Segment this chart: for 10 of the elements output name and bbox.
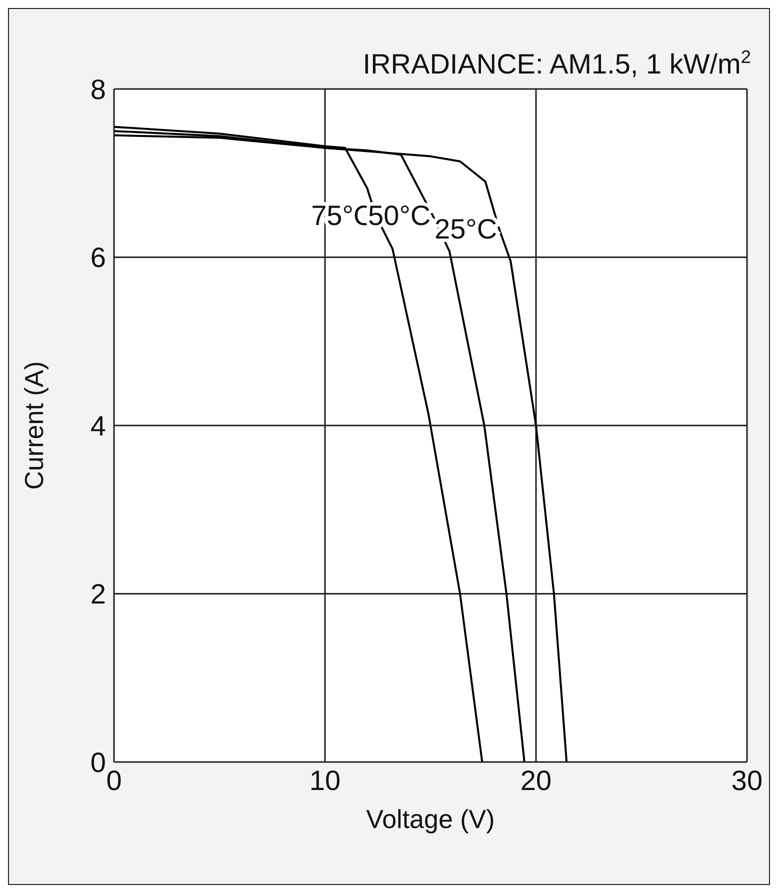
- y-axis-title: Current (A): [19, 361, 50, 490]
- y-tick-label: 8: [90, 74, 106, 105]
- x-tick-label: 10: [309, 764, 341, 796]
- x-tick-label: 30: [731, 764, 763, 796]
- y-tick-label: 4: [90, 410, 106, 442]
- x-tick-label: 20: [520, 764, 552, 796]
- x-axis-title: Voltage (V): [366, 804, 495, 834]
- y-tick-label: 2: [90, 578, 106, 610]
- chart-title: IRRADIANCE: AM1.5, 1 kW/m$^{2}$: [362, 47, 751, 80]
- y-tick-label: 6: [90, 242, 106, 274]
